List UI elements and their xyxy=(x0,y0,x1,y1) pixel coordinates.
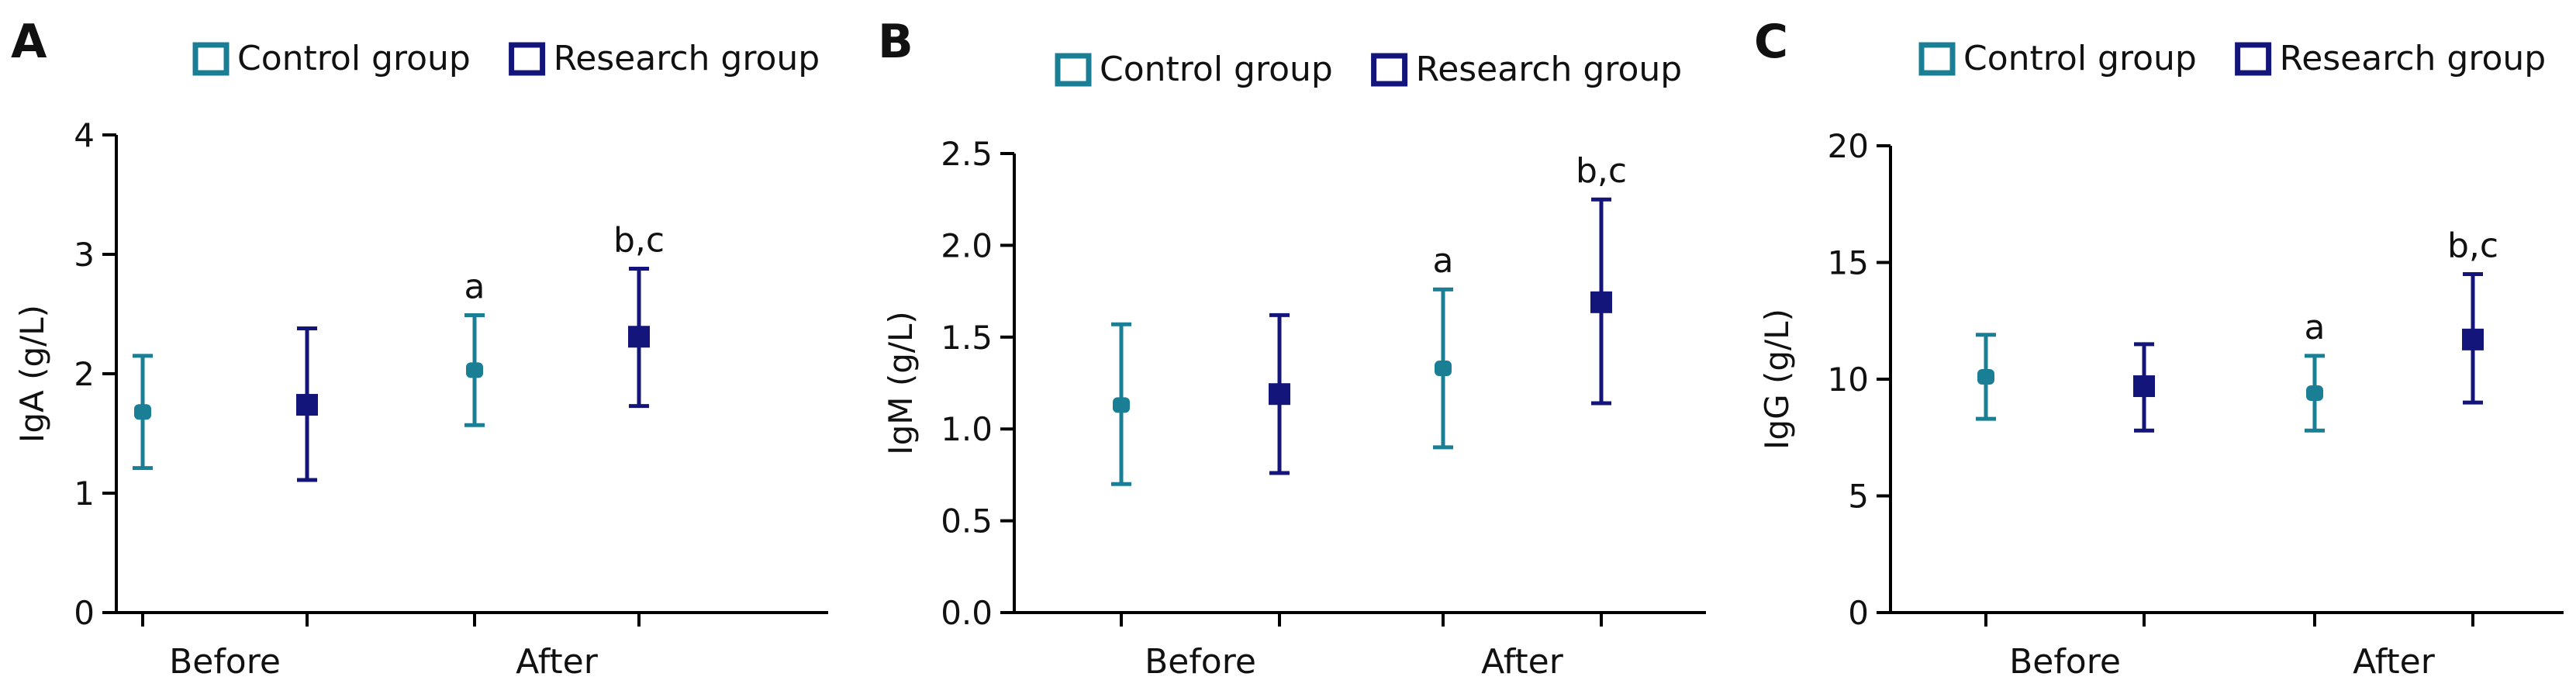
chart-panel-c: C Control group Research group 0 5 10 15 20 IgG … xyxy=(1754,15,2564,682)
legend: Control group Research group xyxy=(192,39,820,78)
legend-swatch-2 xyxy=(1371,53,1408,87)
x-category-label: Before xyxy=(169,642,281,682)
data-point xyxy=(2306,385,2323,402)
data-point xyxy=(628,326,650,348)
x-category-label: Before xyxy=(1145,642,1256,682)
data-point xyxy=(2133,375,2155,398)
y-tick-label: 1 xyxy=(74,475,95,513)
significance-label: a xyxy=(464,268,485,307)
x-category-label: Before xyxy=(2009,642,2121,682)
y-axis-title: IgG (g/L) xyxy=(1758,309,1796,450)
legend-swatch-2 xyxy=(2235,42,2272,76)
y-tick-label: 20 xyxy=(1828,127,1869,165)
y-axis-title: IgA (g/L) xyxy=(13,305,51,443)
y-tick-label: 15 xyxy=(1828,244,1869,282)
data-point xyxy=(134,404,151,420)
x-category-label: After xyxy=(2353,642,2436,682)
significance-label: b,c xyxy=(613,220,665,260)
legend: Control group Research group xyxy=(1918,39,2547,78)
data-point xyxy=(1113,397,1130,413)
y-tick-label: 5 xyxy=(1848,478,1869,516)
legend-label-1: Control group xyxy=(1100,50,1333,89)
legend-swatch-1 xyxy=(192,42,230,76)
y-tick-label: 3 xyxy=(74,236,95,274)
significance-label: a xyxy=(1433,241,1454,281)
y-tick-label: 0 xyxy=(1848,594,1869,632)
y-tick-label: 4 xyxy=(74,116,95,154)
chart-panel-b: B Control group Research group 0.0 0.5 1.0 1.5… xyxy=(878,15,1706,682)
data-point xyxy=(1590,291,1612,313)
x-category-label: After xyxy=(516,642,599,682)
data-point xyxy=(1435,361,1452,377)
legend-swatch-2 xyxy=(509,42,546,76)
y-tick-label: 0.5 xyxy=(941,502,993,540)
chart-panel-a: A Control group Research group 0 1 2 3 4 IgA (g/… xyxy=(11,15,828,682)
data-point xyxy=(1269,383,1290,406)
legend-label-2: Research group xyxy=(2280,39,2547,78)
legend-label-1: Control group xyxy=(1963,39,2197,78)
y-tick-label: 2 xyxy=(74,355,95,393)
x-category-label: After xyxy=(1481,642,1564,682)
legend: Control group Research group xyxy=(1055,50,1683,89)
legend-label-2: Research group xyxy=(1416,50,1683,89)
data-point xyxy=(1977,368,1994,385)
data-point xyxy=(296,394,318,416)
legend-swatch-1 xyxy=(1055,53,1092,87)
significance-label: b,c xyxy=(2447,226,2498,266)
legend-label-2: Research group xyxy=(554,39,820,78)
y-tick-label: 0 xyxy=(74,594,95,632)
legend-label-1: Control group xyxy=(237,39,471,78)
y-tick-label: 0.0 xyxy=(941,594,993,632)
legend-swatch-1 xyxy=(1918,42,1956,76)
y-tick-label: 2.0 xyxy=(941,226,993,264)
y-tick-label: 10 xyxy=(1828,361,1869,399)
y-tick-label: 2.5 xyxy=(941,135,993,173)
y-tick-label: 1.5 xyxy=(941,319,993,357)
y-tick-label: 1.0 xyxy=(941,410,993,448)
significance-label: b,c xyxy=(1576,151,1627,191)
panel-label: B xyxy=(878,15,913,69)
data-point xyxy=(466,362,483,378)
panel-label: A xyxy=(11,15,47,69)
data-point xyxy=(2462,328,2484,350)
panel-label: C xyxy=(1754,15,1788,69)
significance-label: a xyxy=(2305,308,2326,347)
y-axis-title: IgM (g/L) xyxy=(882,311,920,455)
